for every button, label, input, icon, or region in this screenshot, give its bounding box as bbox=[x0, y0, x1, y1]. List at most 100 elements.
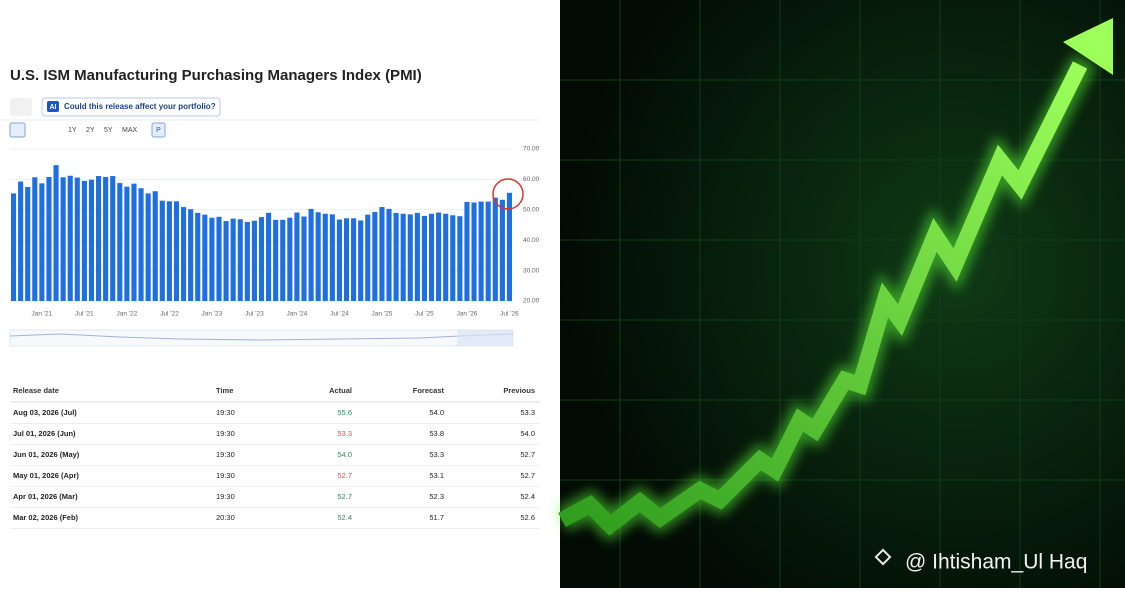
bar bbox=[287, 217, 293, 301]
bar bbox=[103, 176, 109, 301]
bar bbox=[166, 201, 172, 301]
bar bbox=[393, 212, 399, 301]
range-button[interactable]: 5Y bbox=[104, 127, 113, 134]
table-header: Previous bbox=[503, 386, 535, 395]
x-tick-label: Jan '26 bbox=[457, 311, 478, 318]
ai-prompt: Could this release affect your portfolio… bbox=[64, 102, 216, 111]
table-cell: 19:30 bbox=[216, 492, 235, 501]
table-cell: 51.7 bbox=[429, 513, 444, 522]
x-tick-label: Jan '24 bbox=[287, 311, 308, 318]
bar bbox=[110, 176, 116, 301]
bar bbox=[230, 218, 236, 301]
bar bbox=[266, 212, 272, 301]
y-tick-label: 30.00 bbox=[523, 267, 540, 274]
table-cell: 52.7 bbox=[520, 450, 535, 459]
bar bbox=[478, 201, 484, 301]
bar bbox=[124, 186, 130, 301]
x-tick-label: Jul '22 bbox=[160, 311, 179, 318]
table-cell: 19:30 bbox=[216, 471, 235, 480]
table-cell: 54.0 bbox=[520, 429, 535, 438]
bar-view-button[interactable] bbox=[9, 122, 26, 138]
bar bbox=[188, 209, 194, 301]
bar bbox=[181, 207, 187, 301]
watermark: @ Ihtisham_Ul Haq bbox=[905, 551, 1087, 574]
bar bbox=[173, 201, 180, 301]
draw-button[interactable] bbox=[10, 98, 32, 116]
right-panel bbox=[560, 0, 1125, 588]
bar bbox=[421, 215, 427, 301]
bar bbox=[46, 176, 52, 301]
bar bbox=[308, 208, 314, 301]
chart-title: U.S. ISM Manufacturing Purchasing Manage… bbox=[10, 67, 422, 84]
table-cell: 53.8 bbox=[429, 429, 444, 438]
bar bbox=[492, 197, 498, 301]
x-tick-label: Jan '21 bbox=[31, 311, 52, 318]
ai-button[interactable] bbox=[41, 97, 221, 117]
x-tick-label: Jul '26 bbox=[500, 311, 519, 318]
range-button[interactable]: 1Y bbox=[68, 127, 77, 134]
arrow-head bbox=[1063, 18, 1113, 75]
x-tick-label: Jan '22 bbox=[117, 311, 138, 318]
table-cell: 52.4 bbox=[520, 492, 535, 501]
bar bbox=[131, 183, 137, 301]
y-tick-label: 60.00 bbox=[523, 176, 540, 183]
table-cell: 54.0 bbox=[429, 408, 444, 417]
bar bbox=[464, 201, 470, 301]
ai-badge: AI bbox=[50, 104, 57, 111]
bar bbox=[74, 177, 80, 301]
bar bbox=[428, 213, 435, 301]
bar bbox=[351, 218, 357, 301]
period-label[interactable]: P bbox=[156, 127, 161, 134]
bar bbox=[294, 212, 300, 301]
bar bbox=[18, 181, 24, 301]
bar bbox=[258, 217, 265, 301]
mini-overview bbox=[9, 329, 514, 347]
table-cell: 19:30 bbox=[216, 429, 235, 438]
bar bbox=[138, 188, 144, 301]
bar bbox=[379, 207, 385, 301]
bar bbox=[209, 217, 215, 301]
ai-badge-bg bbox=[47, 101, 59, 112]
x-tick-label: Jan '25 bbox=[372, 311, 393, 318]
watermark-logo bbox=[874, 548, 892, 566]
bar bbox=[216, 216, 222, 301]
range-button[interactable]: 2Y bbox=[86, 127, 95, 134]
bar bbox=[414, 212, 420, 301]
x-tick-label: Jul '24 bbox=[330, 311, 349, 318]
bar bbox=[365, 214, 371, 301]
bar bbox=[145, 193, 151, 301]
y-tick-label: 50.00 bbox=[523, 207, 540, 214]
bar bbox=[386, 208, 392, 301]
bar bbox=[67, 175, 73, 301]
bar bbox=[96, 176, 102, 301]
bar bbox=[81, 180, 87, 301]
bar bbox=[32, 177, 38, 301]
bar bbox=[499, 199, 505, 301]
table-cell: 53.1 bbox=[429, 471, 444, 480]
table-cell: 52.7 bbox=[337, 471, 352, 480]
bar bbox=[336, 219, 342, 301]
bar bbox=[400, 213, 406, 301]
table-cell: 19:30 bbox=[216, 408, 235, 417]
bar bbox=[244, 221, 250, 301]
x-tick-label: Jan '23 bbox=[202, 311, 223, 318]
bar bbox=[159, 200, 165, 301]
table-cell: 53.3 bbox=[429, 450, 444, 459]
bar bbox=[237, 219, 243, 301]
table-cell: 52.4 bbox=[337, 513, 352, 522]
bar bbox=[457, 216, 463, 301]
table-cell: Jun 01, 2026 (May) bbox=[13, 450, 80, 459]
bar bbox=[10, 193, 17, 301]
period-button[interactable] bbox=[151, 122, 166, 138]
bar bbox=[407, 214, 413, 301]
range-button[interactable]: MAX bbox=[122, 127, 138, 134]
table-cell: 52.7 bbox=[337, 492, 352, 501]
bar bbox=[60, 177, 66, 301]
bar bbox=[25, 187, 31, 301]
bar bbox=[280, 219, 286, 301]
table-header: Forecast bbox=[413, 386, 445, 395]
table-cell: May 01, 2026 (Apr) bbox=[13, 471, 79, 480]
y-tick-label: 70.00 bbox=[523, 146, 540, 153]
bar bbox=[53, 165, 59, 301]
